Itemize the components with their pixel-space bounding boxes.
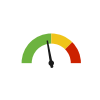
Wedge shape <box>51 34 72 49</box>
Wedge shape <box>65 42 81 63</box>
Wedge shape <box>22 34 51 63</box>
Polygon shape <box>47 41 53 67</box>
Circle shape <box>49 61 53 65</box>
